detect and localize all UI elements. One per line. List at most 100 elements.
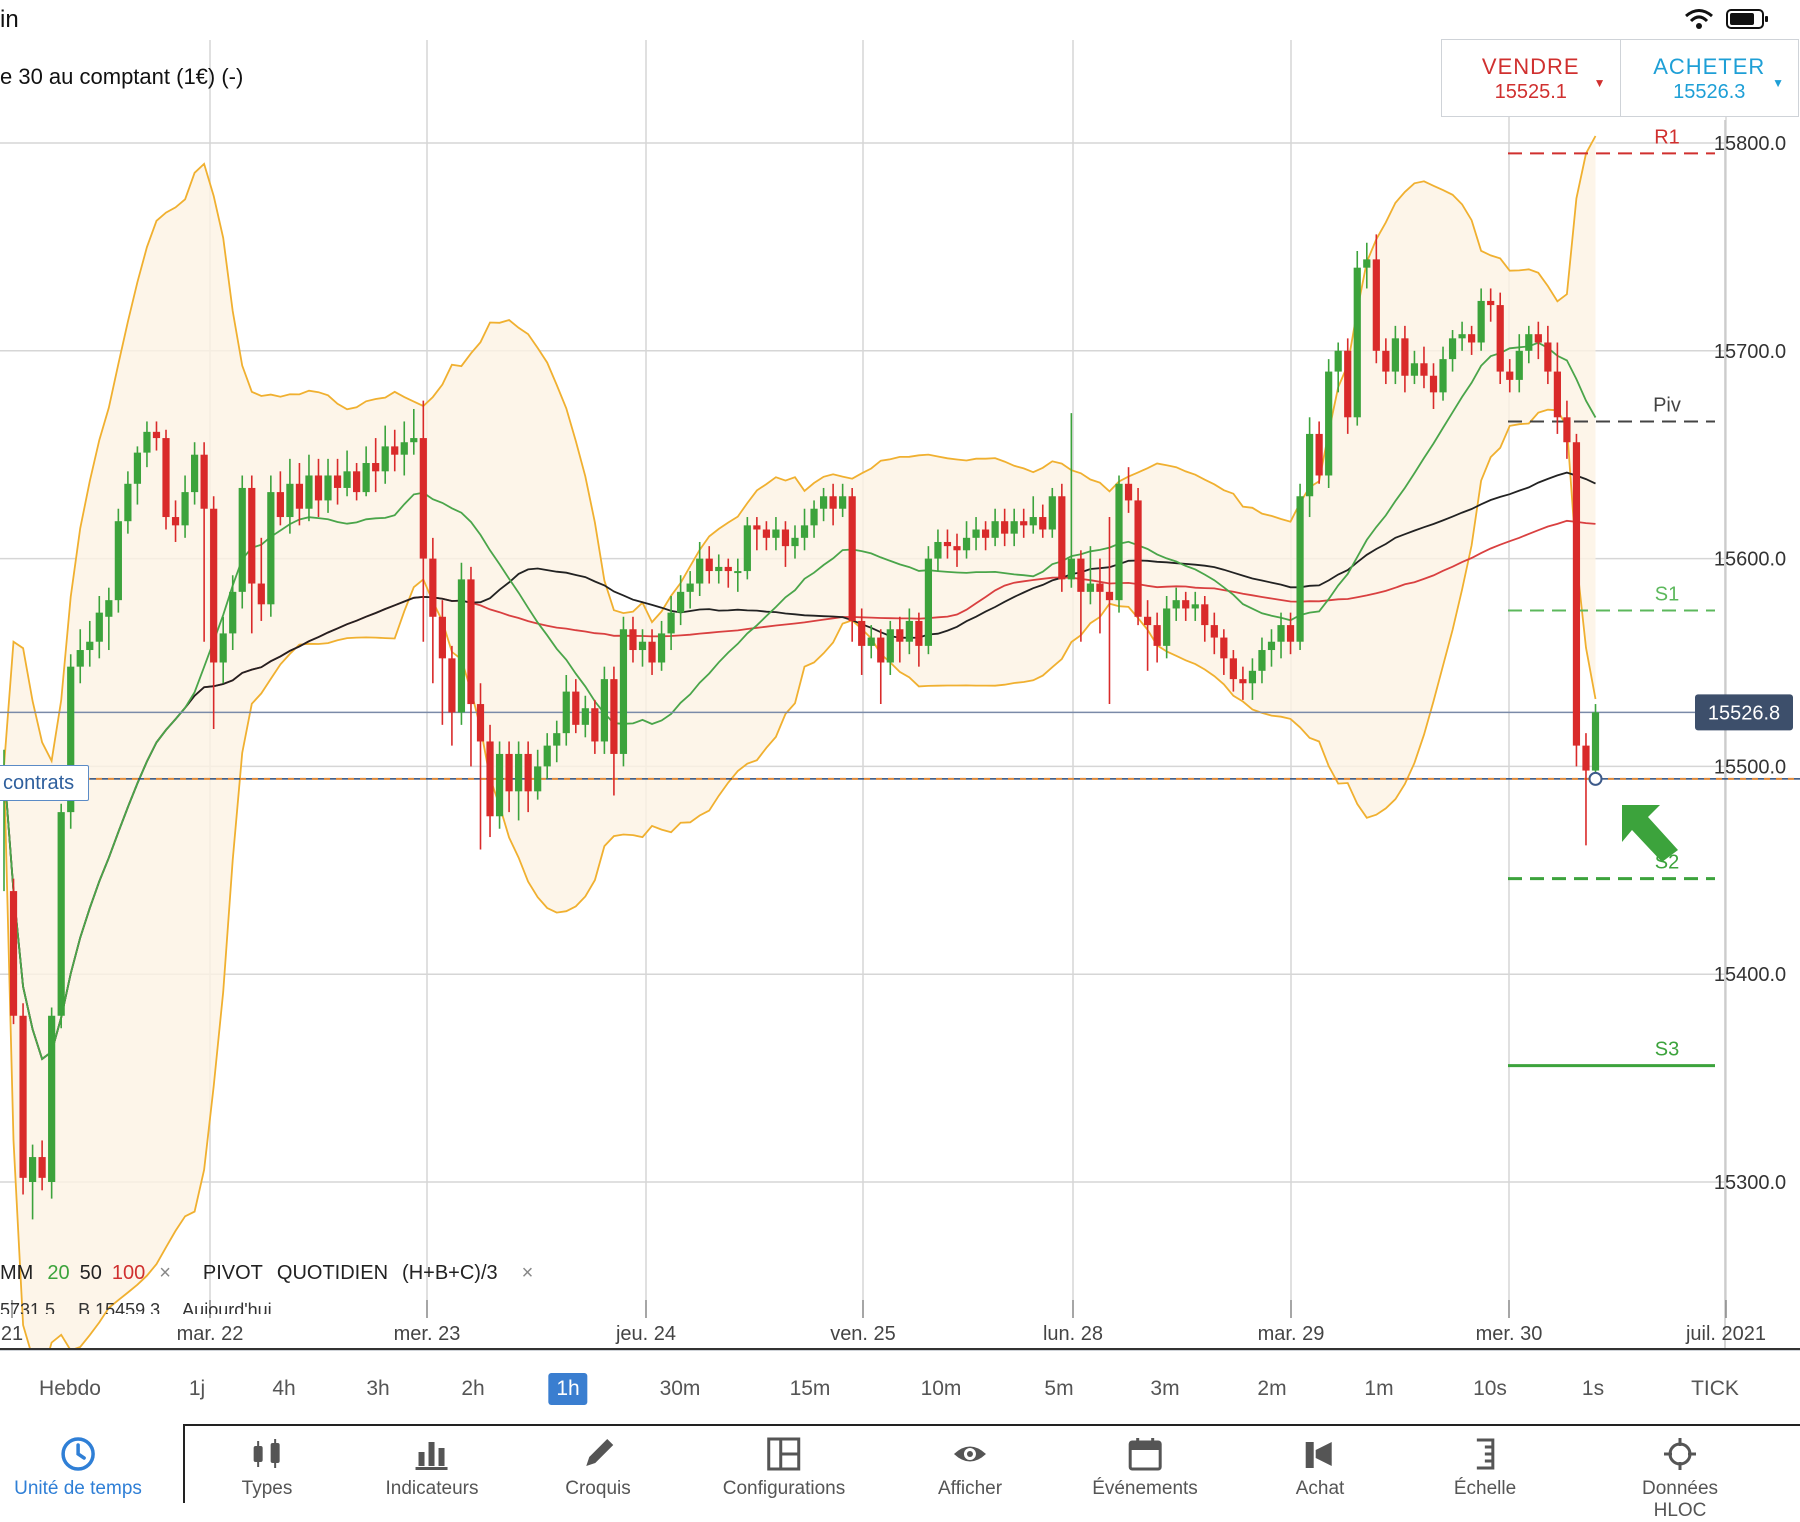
timeframe-hebdo[interactable]: Hebdo — [39, 1377, 101, 1400]
candle-body — [171, 517, 180, 526]
candle-body — [57, 812, 65, 1016]
current-price-label: 15526.8 — [1708, 702, 1780, 724]
candle-body — [1239, 679, 1247, 684]
candle-body — [1210, 625, 1218, 638]
timeframe-10m[interactable]: 10m — [920, 1377, 962, 1400]
mm-label: MM — [0, 1262, 34, 1284]
candle-body — [143, 431, 151, 453]
candle-body — [686, 583, 694, 592]
pivot-label-s3: S3 — [1655, 1039, 1679, 1061]
tool-display[interactable]: Afficher — [938, 1436, 1002, 1500]
tool-sketch[interactable]: Croquis — [565, 1436, 631, 1500]
candle-body — [1267, 641, 1276, 651]
candle-body — [1029, 517, 1037, 526]
tool-types[interactable]: Types — [242, 1436, 292, 1500]
timeframe-1s[interactable]: 1s — [1581, 1377, 1605, 1400]
position-label[interactable]: contrats — [0, 765, 90, 801]
remove-mm-icon[interactable]: × — [159, 1262, 171, 1284]
remove-pivot-icon[interactable]: × — [521, 1262, 534, 1284]
pivot-label-r1: R1 — [1654, 126, 1680, 148]
candle-body — [543, 745, 551, 767]
timeframe-5m[interactable]: 5m — [1044, 1377, 1074, 1400]
candle-body — [1144, 616, 1152, 626]
tool-hloc-data[interactable]: Données HLOC — [1620, 1436, 1740, 1522]
candle-body — [200, 454, 208, 509]
candle-body — [800, 525, 809, 538]
crosshair-icon — [1664, 1438, 1696, 1470]
candle-body — [381, 446, 389, 472]
timeframe-4h[interactable]: 4h — [272, 1377, 296, 1400]
candle-body — [1382, 350, 1390, 372]
timeframe-1h[interactable]: 1h — [548, 1373, 588, 1405]
legend-values: 5731.5 B 15459.3 Aujourd'hui — [0, 1300, 290, 1314]
time-tick-label: jeu. 24 — [615, 1323, 676, 1345]
candle-body — [934, 541, 942, 559]
candle-body — [905, 620, 913, 642]
sell-button[interactable]: VENDRE 15525.1 ▼ — [1442, 40, 1620, 116]
battery-icon — [1726, 9, 1768, 29]
candle-body — [877, 637, 885, 663]
candle-body — [324, 475, 332, 501]
candle-body — [781, 529, 790, 547]
candle-body — [1563, 417, 1571, 443]
timeframe-30m[interactable]: 30m — [659, 1377, 701, 1400]
buy-button[interactable]: ACHETER 15526.3 ▼ — [1619, 40, 1799, 116]
legend-value-high: 5731.5 — [0, 1300, 56, 1314]
price-tick-label: 15800.0 — [1714, 133, 1786, 155]
candle-body — [1468, 334, 1476, 343]
candle-body — [429, 558, 437, 617]
time-tick-label: lun. 28 — [1043, 1323, 1103, 1345]
candle-body — [286, 483, 294, 518]
buy-dropdown-icon[interactable]: ▼ — [1772, 76, 1784, 90]
timeframe-1j[interactable]: 1j — [188, 1377, 206, 1400]
candle-body — [1229, 658, 1237, 680]
candle-body — [181, 492, 189, 526]
mm-period-100: 100 — [111, 1262, 146, 1284]
timeframe-2m[interactable]: 2m — [1257, 1377, 1287, 1400]
candle-body — [972, 529, 980, 538]
candle-body — [1163, 608, 1171, 646]
candle-body — [1172, 600, 1180, 609]
candle-body — [981, 529, 990, 538]
candle-body — [1325, 371, 1333, 476]
tool-layouts[interactable]: Configurations — [723, 1436, 845, 1500]
tool-events[interactable]: Événements — [1092, 1436, 1198, 1500]
tool-time-unit[interactable]: Unité de temps — [14, 1436, 142, 1500]
pivot-type: QUOTIDIEN — [276, 1262, 389, 1284]
candle-body — [410, 438, 418, 443]
timeframe-tick[interactable]: TICK — [1691, 1377, 1739, 1400]
timeframe-3h[interactable]: 3h — [366, 1377, 390, 1400]
tool-buy[interactable]: Achat — [1296, 1436, 1344, 1500]
timeframe-10s[interactable]: 10s — [1473, 1377, 1507, 1400]
candle-body — [600, 679, 608, 742]
candle-body — [619, 629, 628, 754]
tool-label: Croquis — [565, 1478, 631, 1499]
mm-period-20: 20 — [47, 1262, 70, 1284]
bar-chart-icon — [415, 1442, 448, 1470]
candle-body — [734, 571, 742, 574]
tool-indicators[interactable]: Indicateurs — [386, 1436, 478, 1500]
candle-body — [1534, 334, 1542, 343]
tool-scale[interactable]: Échelle — [1454, 1436, 1516, 1500]
candles-icon — [253, 1439, 280, 1468]
candle-body — [353, 471, 361, 493]
timeframe-15m[interactable]: 15m — [789, 1377, 831, 1400]
candle-body — [1515, 350, 1523, 380]
candle-body — [210, 508, 218, 663]
candle-body — [219, 633, 227, 663]
candle-body — [114, 521, 122, 601]
price-tick-label: 15700.0 — [1714, 341, 1786, 363]
sell-dropdown-icon[interactable]: ▼ — [1593, 76, 1606, 90]
timeframe-2h[interactable]: 2h — [461, 1377, 485, 1400]
time-axis: 21 mar. 22 mer. 23 jeu. 24 ven. 25 lun. 28 mar… — [0, 1300, 1800, 1350]
timeframe-3m[interactable]: 3m — [1150, 1377, 1180, 1400]
timeframe-1m[interactable]: 1m — [1364, 1377, 1394, 1400]
candle-body — [486, 741, 494, 817]
current-price-badge — [1695, 694, 1793, 731]
candle-body — [1353, 267, 1361, 418]
candle-body — [391, 446, 399, 455]
candle-body — [610, 679, 618, 754]
tool-label: Unité de temps — [14, 1478, 142, 1499]
layout-icon — [767, 1437, 801, 1471]
